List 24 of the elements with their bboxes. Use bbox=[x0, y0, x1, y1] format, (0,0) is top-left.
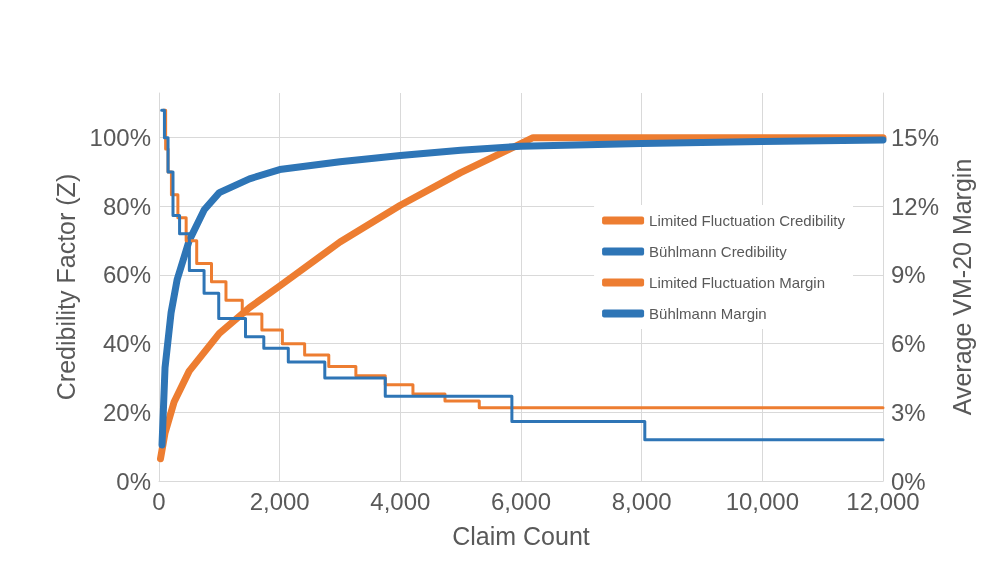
y-axis-title: Credibility Factor (Z) bbox=[52, 173, 81, 401]
x-tick-label: 0 bbox=[152, 487, 166, 515]
legend-label: Limited Fluctuation Credibility bbox=[649, 212, 846, 229]
y-tick-label: 0% bbox=[116, 467, 151, 495]
legend-label: Bühlmann Credibility bbox=[649, 243, 788, 260]
x-tick-label: 6,000 bbox=[490, 487, 552, 515]
legend-label: Limited Fluctuation Margin bbox=[649, 274, 826, 291]
x-tick-label: 2,000 bbox=[249, 487, 310, 515]
y-tick-label: 100% bbox=[89, 124, 151, 152]
y-tick-label: 20% bbox=[102, 398, 151, 426]
x-axis-title: Claim Count bbox=[452, 521, 590, 550]
y2-tick-label: 15% bbox=[891, 124, 940, 152]
y2-tick-label: 12% bbox=[891, 192, 940, 220]
y2-tick-label: 9% bbox=[891, 261, 926, 289]
y2-tick-label: 6% bbox=[891, 330, 926, 358]
y-tick-label: 60% bbox=[102, 261, 151, 289]
x-tick-label: 10,000 bbox=[725, 487, 800, 515]
legend-label: Bühlmann Margin bbox=[649, 305, 767, 322]
y2-axis-title: Average VM-20 Margin bbox=[948, 158, 977, 416]
y-tick-label: 40% bbox=[102, 330, 151, 358]
x-tick-label: 4,000 bbox=[370, 487, 431, 515]
x-tick-label: 8,000 bbox=[611, 487, 672, 515]
y-tick-label: 80% bbox=[102, 192, 151, 220]
y2-tick-label: 3% bbox=[891, 398, 926, 426]
